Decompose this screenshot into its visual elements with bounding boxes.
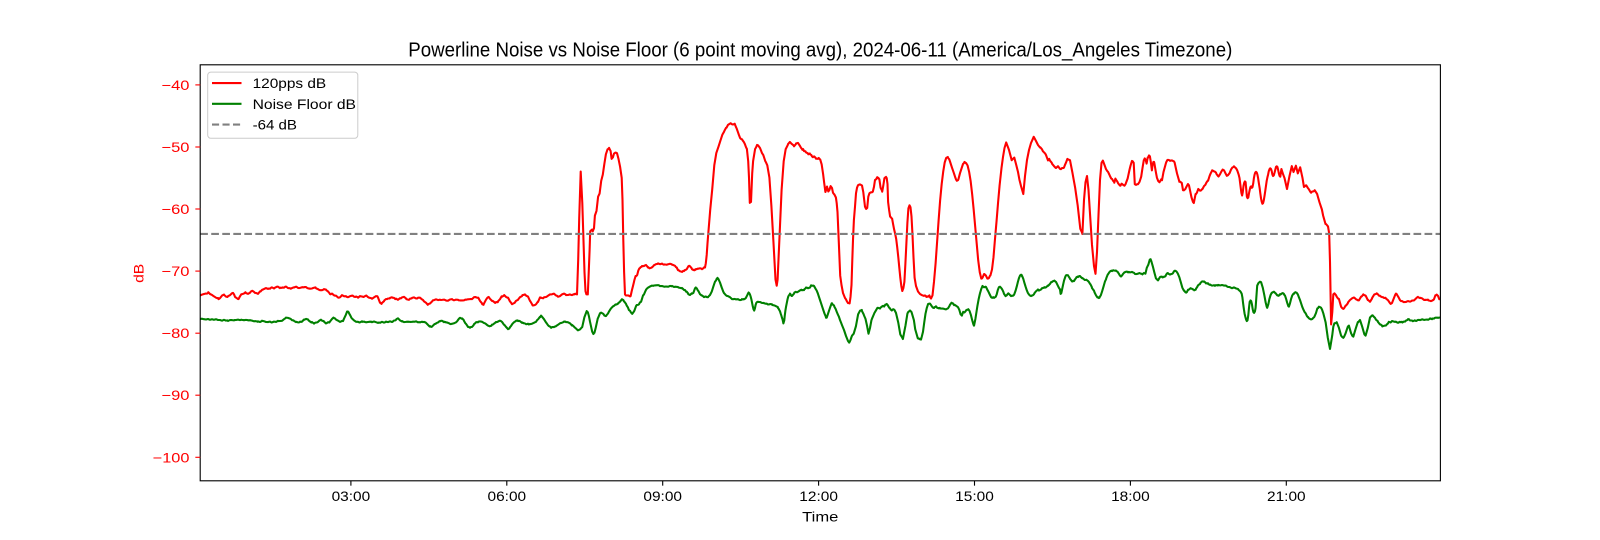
svg-text:21:00: 21:00 bbox=[1267, 488, 1306, 504]
svg-text:−50: −50 bbox=[162, 139, 190, 155]
svg-text:Time: Time bbox=[802, 508, 839, 524]
svg-text:−80: −80 bbox=[162, 325, 190, 341]
svg-text:09:00: 09:00 bbox=[643, 488, 682, 504]
svg-text:120pps dB: 120pps dB bbox=[253, 75, 327, 91]
svg-text:−70: −70 bbox=[162, 263, 190, 279]
svg-text:15:00: 15:00 bbox=[955, 488, 994, 504]
svg-text:−90: −90 bbox=[162, 387, 190, 403]
svg-text:12:00: 12:00 bbox=[799, 488, 838, 504]
svg-text:06:00: 06:00 bbox=[488, 488, 527, 504]
svg-text:−100: −100 bbox=[153, 449, 190, 465]
svg-text:-64 dB: -64 dB bbox=[253, 117, 297, 133]
svg-text:03:00: 03:00 bbox=[332, 488, 371, 504]
svg-text:Noise Floor dB: Noise Floor dB bbox=[253, 96, 356, 112]
svg-text:dB: dB bbox=[130, 264, 146, 283]
svg-text:−60: −60 bbox=[162, 201, 190, 217]
svg-text:Powerline Noise vs Noise Floor: Powerline Noise vs Noise Floor (6 point … bbox=[408, 39, 1232, 61]
svg-text:−40: −40 bbox=[162, 77, 190, 93]
svg-text:18:00: 18:00 bbox=[1111, 488, 1150, 504]
